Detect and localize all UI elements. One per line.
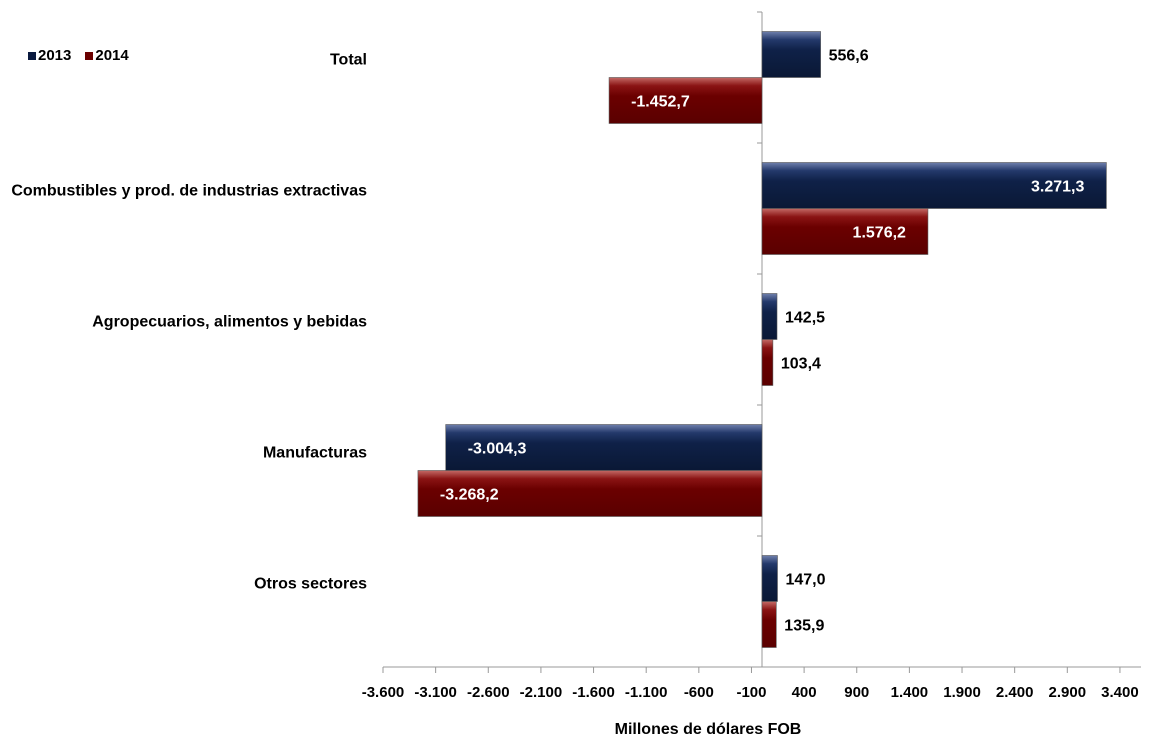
- data-label-2013: 556,6: [829, 48, 869, 65]
- category-label: Otros sectores: [254, 576, 367, 593]
- x-tick-label: 3.400: [1101, 684, 1139, 701]
- x-tick-label: -3.100: [414, 684, 457, 701]
- x-tick-label: -1.100: [625, 684, 668, 701]
- legend-swatch-2013: [28, 51, 36, 60]
- bar-2014: [417, 470, 763, 517]
- legend-label-2013: 2013: [38, 47, 72, 64]
- legend-item-2014: 2014: [85, 47, 129, 64]
- x-tick-label: 400: [792, 684, 817, 701]
- data-label-2014: 135,9: [784, 618, 824, 635]
- bar-2014: [608, 77, 763, 124]
- data-label-2014: -1.452,7: [631, 94, 690, 111]
- legend-item-2013: 2013: [28, 47, 71, 64]
- bar-2014: [761, 208, 929, 255]
- x-tick-label: -100: [736, 684, 766, 701]
- category-label: Manufacturas: [263, 445, 367, 462]
- category-label: Agropecuarios, alimentos y bebidas: [92, 314, 367, 331]
- x-tick-label: -1.600: [572, 684, 615, 701]
- bar-2013: [761, 555, 778, 602]
- bar-2013: [761, 162, 1107, 209]
- x-tick-label: 2.900: [1049, 684, 1087, 701]
- legend-label-2014: 2014: [95, 47, 129, 64]
- x-tick-label: 1.400: [891, 684, 929, 701]
- data-label-2014: -3.268,2: [440, 487, 499, 504]
- x-tick-label: 2.400: [996, 684, 1034, 701]
- bar-2013: [445, 424, 763, 471]
- data-label-2013: 142,5: [785, 310, 825, 327]
- x-tick-label: -3.600: [362, 684, 405, 701]
- x-tick-label: -2.600: [467, 684, 510, 701]
- x-tick-label: 900: [844, 684, 869, 701]
- bar-2013: [761, 31, 821, 78]
- legend-swatch-2014: [85, 51, 94, 60]
- bar-2014: [761, 601, 777, 648]
- x-tick-label: 1.900: [943, 684, 981, 701]
- category-label: Total: [330, 52, 367, 69]
- bar-2013: [761, 293, 778, 340]
- data-label-2014: 1.576,2: [853, 225, 906, 242]
- data-label-2014: 103,4: [781, 356, 821, 373]
- category-label: Combustibles y prod. de industrias extra…: [11, 183, 367, 200]
- data-label-2013: 147,0: [785, 572, 825, 589]
- data-label-2013: 3.271,3: [1031, 179, 1084, 196]
- x-tick-label: -2.100: [520, 684, 563, 701]
- legend: 2013 2014: [28, 47, 129, 64]
- data-label-2013: -3.004,3: [468, 441, 527, 458]
- x-tick-label: -600: [684, 684, 714, 701]
- x-axis-label: Millones de dólares FOB: [615, 721, 802, 738]
- bar-2014: [761, 339, 774, 386]
